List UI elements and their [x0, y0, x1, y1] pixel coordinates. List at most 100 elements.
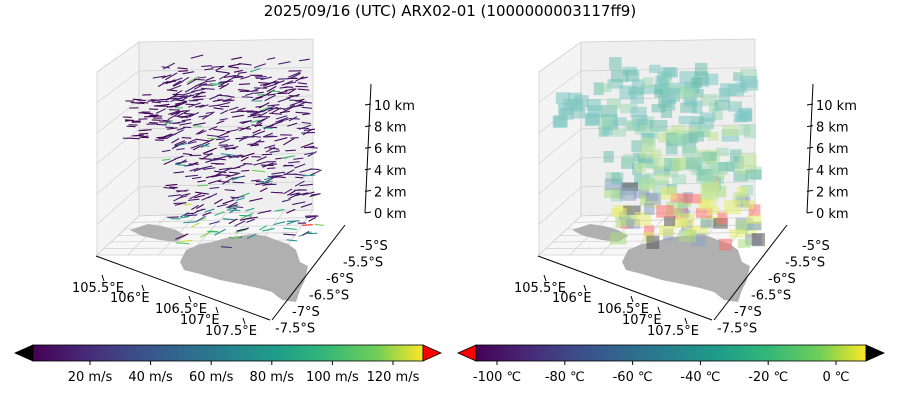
wind-barb — [181, 118, 192, 122]
voxel — [672, 174, 687, 185]
voxel — [621, 182, 639, 191]
wind-barb — [199, 157, 212, 160]
voxel — [603, 151, 614, 163]
wind-barb — [297, 82, 308, 85]
wind-barb — [218, 138, 230, 144]
wind-barb — [178, 70, 189, 72]
wind-barb — [161, 158, 171, 161]
wind-barb — [231, 195, 245, 200]
wind-barb — [139, 101, 149, 104]
y-tick-label: -5°S — [802, 239, 830, 254]
wind-barb — [178, 94, 188, 101]
voxel — [619, 187, 637, 201]
x-tick-label: 105.5°E — [72, 281, 124, 296]
wind-barb — [286, 77, 297, 80]
wind-barb — [228, 63, 242, 67]
colorbar-tick-label: 120 m/s — [367, 370, 420, 385]
voxel — [678, 116, 693, 125]
wind-barb — [234, 220, 246, 227]
wind-barb — [195, 83, 208, 87]
wind-barb — [138, 129, 148, 132]
wind-barb — [164, 119, 173, 125]
z-axis-line — [364, 83, 372, 214]
wind-barb — [254, 122, 263, 128]
wind-barb — [233, 69, 244, 73]
wind-barb — [151, 101, 161, 104]
voxel — [714, 185, 727, 198]
wind-barb — [161, 149, 171, 153]
voxel — [700, 219, 716, 228]
grid-line — [538, 186, 582, 225]
voxel — [751, 233, 765, 247]
wind-barb — [165, 183, 178, 187]
voxel — [646, 192, 659, 201]
wind-barb — [283, 104, 296, 111]
voxel — [637, 154, 653, 164]
wind-barb — [224, 146, 239, 151]
voxel — [684, 193, 702, 204]
colorbar-tick-label: 20 m/s — [68, 370, 113, 385]
voxel — [631, 115, 648, 126]
wind-barb — [226, 128, 239, 133]
wind-barb — [174, 163, 187, 167]
wind-barb — [192, 145, 201, 151]
voxel — [663, 67, 678, 78]
x-tick-label: 106°E — [110, 291, 150, 306]
landmass — [180, 234, 308, 302]
wind-barb — [167, 216, 179, 218]
wind-barb — [207, 193, 218, 199]
x-tick — [215, 306, 219, 314]
wind-barb — [149, 121, 159, 124]
voxel — [625, 69, 640, 82]
colorbar-tick-label: -80 ℃ — [545, 370, 585, 385]
wind-barb — [259, 187, 268, 193]
colorbar-tick-label: 80 m/s — [250, 370, 295, 385]
wind-barb — [222, 218, 235, 221]
voxel — [691, 116, 705, 125]
y-tick-label: -6°S — [768, 272, 796, 287]
wind-barb — [277, 97, 291, 103]
x-axis-line — [537, 255, 713, 321]
wind-barb — [222, 177, 234, 185]
wind-barb — [213, 107, 224, 110]
wind-barb — [150, 99, 160, 101]
wind-barb — [267, 167, 276, 170]
wind-barb — [241, 119, 252, 125]
colorbar-gradient — [475, 344, 867, 362]
wind-barb — [295, 176, 304, 179]
wind-barb — [266, 57, 276, 61]
wind-barb — [191, 88, 206, 93]
wind-barb — [298, 100, 312, 104]
wind-barb — [278, 61, 291, 65]
wind-barb — [302, 224, 313, 226]
voxel — [740, 79, 759, 91]
wind-barb — [163, 62, 176, 70]
voxel — [596, 83, 612, 93]
wind-barb — [228, 218, 238, 225]
wind-barb — [295, 104, 304, 107]
wind-barb — [283, 137, 295, 146]
wind-barb — [252, 96, 263, 101]
wind-barb — [288, 116, 298, 122]
wind-barb — [304, 215, 317, 217]
wind-barb — [239, 125, 251, 132]
wind-barb — [180, 216, 190, 219]
wind-barb — [169, 77, 183, 84]
voxel — [630, 106, 647, 118]
voxel — [659, 81, 671, 91]
x-tick — [583, 284, 587, 292]
wind-barb — [161, 74, 172, 79]
wind-barb — [301, 106, 313, 109]
wind-barb — [302, 113, 311, 116]
voxel — [744, 228, 757, 238]
wind-barb — [292, 201, 306, 206]
wind-barb — [152, 75, 166, 79]
wind-barb — [273, 221, 286, 226]
voxel — [700, 199, 717, 208]
wind-barb — [228, 106, 239, 111]
wind-barb — [288, 192, 301, 200]
wind-barb — [218, 168, 230, 175]
colorbar-extend-high — [865, 344, 885, 362]
x-tick — [630, 295, 634, 303]
voxel — [691, 100, 703, 114]
